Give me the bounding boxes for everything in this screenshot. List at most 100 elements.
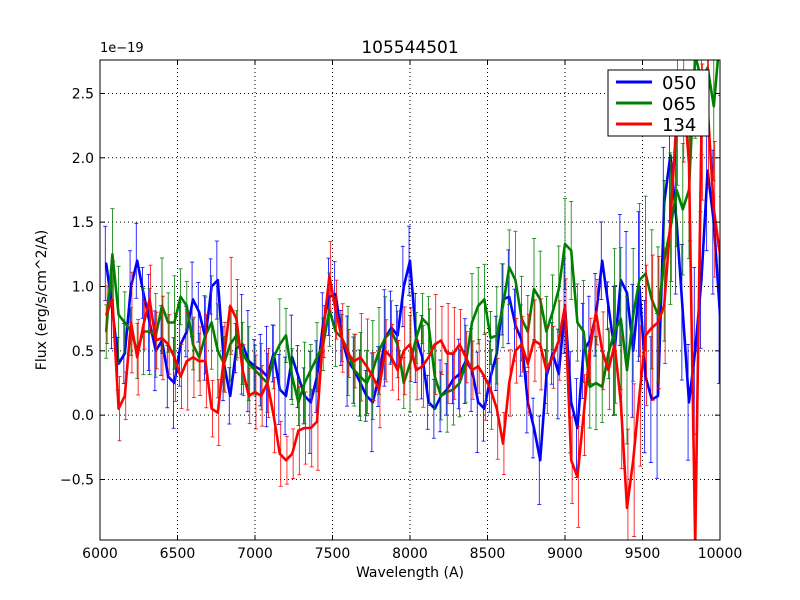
y-offset-label: 1e−19 [100,41,144,56]
data-point-050 [601,259,604,262]
data-point-134 [483,375,486,378]
x-tick-label: 9000 [547,546,583,562]
data-point-134 [570,459,573,462]
data-point-050 [533,427,535,430]
data-point-065 [285,334,287,337]
x-tick-label: 9500 [625,546,661,562]
data-point-065 [192,343,194,346]
data-point-065 [229,343,232,346]
data-point-065 [650,298,653,301]
data-point-050 [483,407,486,410]
data-point-065 [471,321,473,324]
x-tick-label: 10000 [698,546,743,562]
legend-label-050: 050 [662,73,696,94]
data-point-050 [409,259,411,262]
data-point-134 [347,352,349,355]
data-point-134 [619,401,622,404]
data-point-134 [694,543,696,545]
data-point-134 [458,343,461,346]
data-point-134 [142,324,145,327]
data-point-134 [353,360,356,363]
data-point-050 [185,330,188,333]
data-point-134 [117,407,120,410]
data-point-065 [495,334,498,337]
legend: 050 065 134 [607,69,710,137]
data-point-050 [557,372,560,375]
data-point-134 [712,208,715,211]
data-point-134 [533,339,535,342]
data-point-134 [539,343,542,346]
data-point-134 [601,349,604,352]
data-point-065 [272,356,275,359]
data-point-050 [489,375,492,378]
data-point-134 [588,349,591,352]
data-point-134 [551,356,554,359]
data-point-134 [316,420,318,423]
data-point-050 [694,349,697,352]
data-point-065 [309,369,312,372]
y-tick-label: −0.5 [60,473,94,489]
data-point-134 [378,388,380,391]
data-point-065 [334,330,337,333]
data-point-050 [216,279,219,282]
series-050 [103,89,720,505]
data-point-050 [570,401,573,404]
data-point-050 [167,375,170,378]
data-point-134 [297,429,300,432]
data-point-134 [421,365,424,368]
y-tick-label: 2.0 [72,151,94,167]
data-point-134 [154,339,157,342]
data-point-134 [669,221,672,224]
data-point-065 [706,66,709,69]
data-point-065 [520,317,523,320]
data-point-134 [471,369,473,372]
data-point-134 [185,360,188,363]
data-point-065 [247,362,250,365]
data-point-065 [514,279,517,282]
data-point-134 [241,369,244,372]
data-point-134 [489,388,492,391]
data-point-050 [427,401,430,404]
data-point-050 [706,169,709,172]
data-point-065 [607,352,610,355]
data-point-134 [657,321,659,324]
data-point-065 [533,288,535,291]
data-point-134 [123,394,126,397]
data-point-065 [613,330,616,333]
data-point-050 [309,401,312,404]
data-point-134 [514,349,517,352]
data-point-134 [688,163,690,166]
data-point-065 [638,279,641,282]
data-point-134 [626,506,628,509]
data-point-050 [539,459,542,462]
data-point-134 [644,334,647,337]
data-point-134 [309,427,312,430]
y-tick-label: 1.5 [72,215,94,231]
data-point-065 [632,313,635,316]
data-point-134 [328,275,331,278]
data-point-134 [520,343,523,346]
data-point-065 [384,336,387,339]
data-point-050 [700,279,703,282]
data-point-050 [657,394,659,397]
x-tick-label: 6000 [82,546,118,562]
data-point-134 [564,304,566,307]
data-point-134 [526,362,529,365]
data-point-134 [179,375,182,378]
data-point-065 [390,330,393,333]
data-point-050 [136,259,139,262]
data-point-065 [557,288,560,291]
data-point-134 [322,330,325,333]
data-point-050 [626,291,628,294]
data-point-065 [545,330,548,333]
data-point-065 [371,369,374,372]
data-point-065 [675,188,678,191]
data-point-065 [198,356,201,359]
data-point-065 [681,208,684,211]
data-point-065 [663,259,666,262]
data-point-050 [334,293,337,296]
y-axis-label: Flux (erg/s/cm^2/A) [34,230,50,370]
data-point-134 [223,356,225,359]
data-point-065 [260,375,263,378]
x-tick-label: 7000 [237,546,273,562]
